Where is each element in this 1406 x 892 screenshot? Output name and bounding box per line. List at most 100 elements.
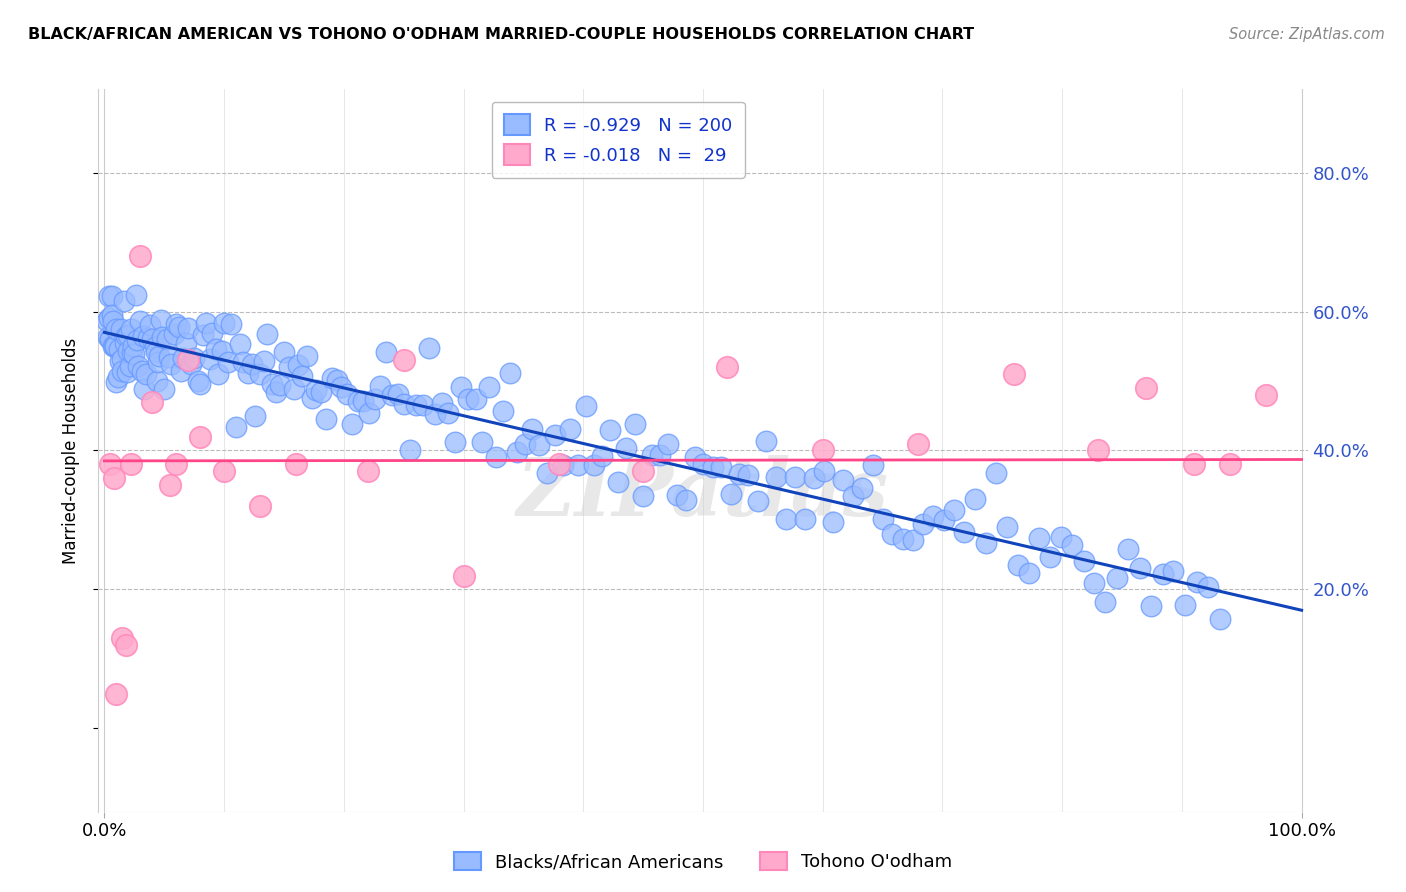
Point bbox=[1182, 458, 1205, 472]
Point bbox=[240, 357, 263, 371]
Point bbox=[485, 450, 508, 465]
Point bbox=[921, 509, 943, 524]
Point bbox=[599, 423, 621, 437]
Point bbox=[912, 517, 935, 532]
Point bbox=[357, 406, 380, 420]
Point bbox=[702, 460, 724, 475]
Point bbox=[191, 328, 214, 343]
Point bbox=[1028, 531, 1050, 545]
Point bbox=[1219, 458, 1241, 472]
Point bbox=[492, 403, 515, 417]
Point bbox=[453, 568, 475, 582]
Point bbox=[139, 318, 162, 332]
Point bbox=[392, 397, 415, 411]
Point bbox=[325, 373, 347, 387]
Point bbox=[221, 317, 243, 331]
Point bbox=[536, 466, 558, 480]
Point bbox=[412, 398, 434, 412]
Point bbox=[1050, 530, 1073, 544]
Point bbox=[157, 350, 180, 364]
Point bbox=[803, 471, 825, 485]
Point bbox=[120, 458, 142, 472]
Point bbox=[832, 474, 855, 488]
Point bbox=[148, 355, 170, 369]
Point bbox=[963, 491, 986, 506]
Point bbox=[170, 363, 193, 377]
Text: ZIPatlas: ZIPatlas bbox=[517, 455, 889, 533]
Point bbox=[1129, 560, 1152, 574]
Point bbox=[1087, 443, 1109, 458]
Point bbox=[295, 349, 318, 363]
Point bbox=[236, 366, 259, 380]
Point bbox=[995, 519, 1018, 533]
Point bbox=[96, 314, 118, 328]
Point bbox=[110, 321, 132, 335]
Point bbox=[141, 332, 163, 346]
Point bbox=[1209, 612, 1232, 626]
Point bbox=[321, 371, 343, 385]
Point bbox=[953, 524, 976, 539]
Point bbox=[368, 379, 391, 393]
Point bbox=[115, 638, 138, 652]
Point bbox=[188, 429, 211, 443]
Point bbox=[195, 316, 218, 330]
Point bbox=[225, 419, 247, 434]
Point bbox=[567, 458, 589, 472]
Point bbox=[765, 469, 787, 483]
Point bbox=[907, 436, 929, 450]
Point bbox=[737, 467, 759, 482]
Point bbox=[101, 339, 124, 353]
Point bbox=[277, 360, 299, 375]
Point bbox=[97, 329, 120, 343]
Point bbox=[284, 458, 307, 472]
Point bbox=[124, 287, 146, 301]
Point bbox=[228, 336, 250, 351]
Point bbox=[785, 469, 807, 483]
Point bbox=[392, 353, 415, 368]
Point bbox=[1094, 594, 1116, 608]
Point bbox=[657, 437, 679, 451]
Point bbox=[1039, 550, 1062, 565]
Point bbox=[153, 382, 176, 396]
Point bbox=[273, 344, 295, 359]
Point bbox=[478, 380, 501, 394]
Point bbox=[710, 460, 733, 475]
Point bbox=[132, 382, 155, 396]
Point bbox=[423, 407, 446, 421]
Point bbox=[1007, 558, 1029, 573]
Point bbox=[180, 357, 202, 371]
Point bbox=[974, 536, 997, 550]
Point bbox=[115, 328, 138, 343]
Point bbox=[177, 321, 200, 335]
Point bbox=[132, 329, 155, 343]
Point bbox=[188, 376, 211, 391]
Point bbox=[444, 435, 467, 450]
Point bbox=[1107, 571, 1129, 585]
Point bbox=[121, 346, 143, 360]
Point bbox=[543, 428, 565, 442]
Point bbox=[1163, 564, 1185, 578]
Point bbox=[728, 467, 751, 481]
Point bbox=[145, 344, 167, 359]
Point bbox=[558, 422, 581, 436]
Point bbox=[269, 378, 291, 392]
Point bbox=[583, 458, 606, 472]
Point bbox=[1060, 538, 1083, 552]
Point bbox=[260, 376, 283, 391]
Point bbox=[118, 359, 141, 374]
Point bbox=[398, 442, 420, 457]
Point bbox=[149, 312, 172, 326]
Point bbox=[165, 317, 187, 331]
Point bbox=[591, 449, 613, 463]
Point bbox=[104, 339, 127, 353]
Point bbox=[330, 380, 353, 394]
Point bbox=[249, 367, 271, 381]
Point bbox=[506, 445, 529, 459]
Text: Source: ZipAtlas.com: Source: ZipAtlas.com bbox=[1229, 27, 1385, 42]
Point bbox=[347, 394, 370, 409]
Point bbox=[212, 464, 235, 478]
Point bbox=[364, 392, 387, 406]
Point bbox=[103, 471, 125, 485]
Point bbox=[457, 392, 479, 406]
Point bbox=[1174, 598, 1197, 612]
